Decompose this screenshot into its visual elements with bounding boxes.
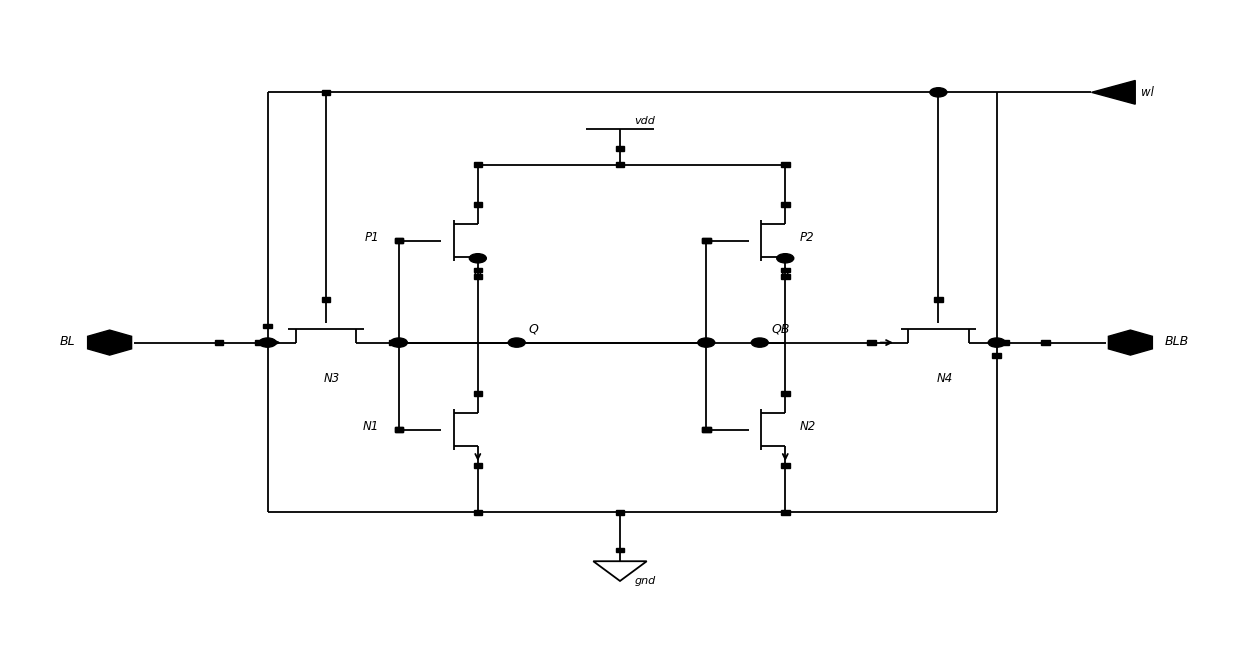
Bar	[934, 298, 942, 302]
Bar	[394, 427, 403, 432]
Text: QB: QB	[771, 323, 790, 336]
Bar	[474, 163, 482, 167]
Text: Q: Q	[528, 323, 538, 336]
Text: gnd: gnd	[635, 576, 656, 586]
Bar	[1001, 340, 1009, 345]
Text: N1: N1	[363, 420, 379, 433]
Bar	[474, 464, 482, 468]
Bar	[867, 340, 875, 345]
Bar	[616, 510, 624, 515]
Bar	[263, 324, 272, 329]
Bar	[702, 238, 711, 243]
Bar	[394, 238, 403, 243]
Bar	[394, 238, 403, 243]
Circle shape	[988, 338, 1006, 347]
Text: wl: wl	[1141, 86, 1154, 99]
Circle shape	[469, 254, 486, 263]
Bar	[474, 274, 482, 279]
Bar	[781, 464, 790, 468]
Bar	[321, 298, 330, 302]
Circle shape	[751, 338, 769, 347]
Circle shape	[776, 254, 794, 263]
Bar	[388, 340, 397, 345]
Bar	[616, 146, 624, 151]
Text: P2: P2	[800, 230, 815, 244]
Text: BL: BL	[60, 335, 76, 348]
Text: N2: N2	[800, 420, 816, 433]
Bar	[781, 391, 790, 396]
Bar	[781, 274, 790, 279]
Bar	[255, 340, 263, 345]
Circle shape	[698, 338, 714, 347]
Bar	[474, 202, 482, 206]
Bar	[702, 238, 711, 243]
Circle shape	[259, 338, 277, 347]
Bar	[321, 90, 330, 95]
Circle shape	[508, 338, 526, 347]
Bar	[474, 510, 482, 515]
Polygon shape	[1091, 81, 1136, 104]
Bar	[702, 427, 711, 432]
Polygon shape	[1109, 330, 1152, 355]
Bar	[781, 163, 790, 167]
Bar	[992, 353, 1001, 358]
Text: N4: N4	[936, 372, 952, 385]
Polygon shape	[88, 330, 131, 355]
Bar	[215, 340, 223, 345]
Circle shape	[930, 88, 947, 97]
Bar	[781, 202, 790, 206]
Bar	[616, 163, 624, 167]
Text: N3: N3	[324, 372, 340, 385]
Text: P1: P1	[365, 230, 379, 244]
Bar	[702, 427, 711, 432]
Bar	[394, 427, 403, 432]
Text: vdd: vdd	[635, 116, 656, 126]
Circle shape	[391, 338, 407, 347]
Bar	[474, 268, 482, 272]
Text: BLB: BLB	[1164, 335, 1189, 348]
Bar	[474, 391, 482, 396]
Bar	[616, 548, 624, 552]
Bar	[781, 268, 790, 272]
Bar	[1042, 340, 1049, 345]
Bar	[781, 510, 790, 515]
